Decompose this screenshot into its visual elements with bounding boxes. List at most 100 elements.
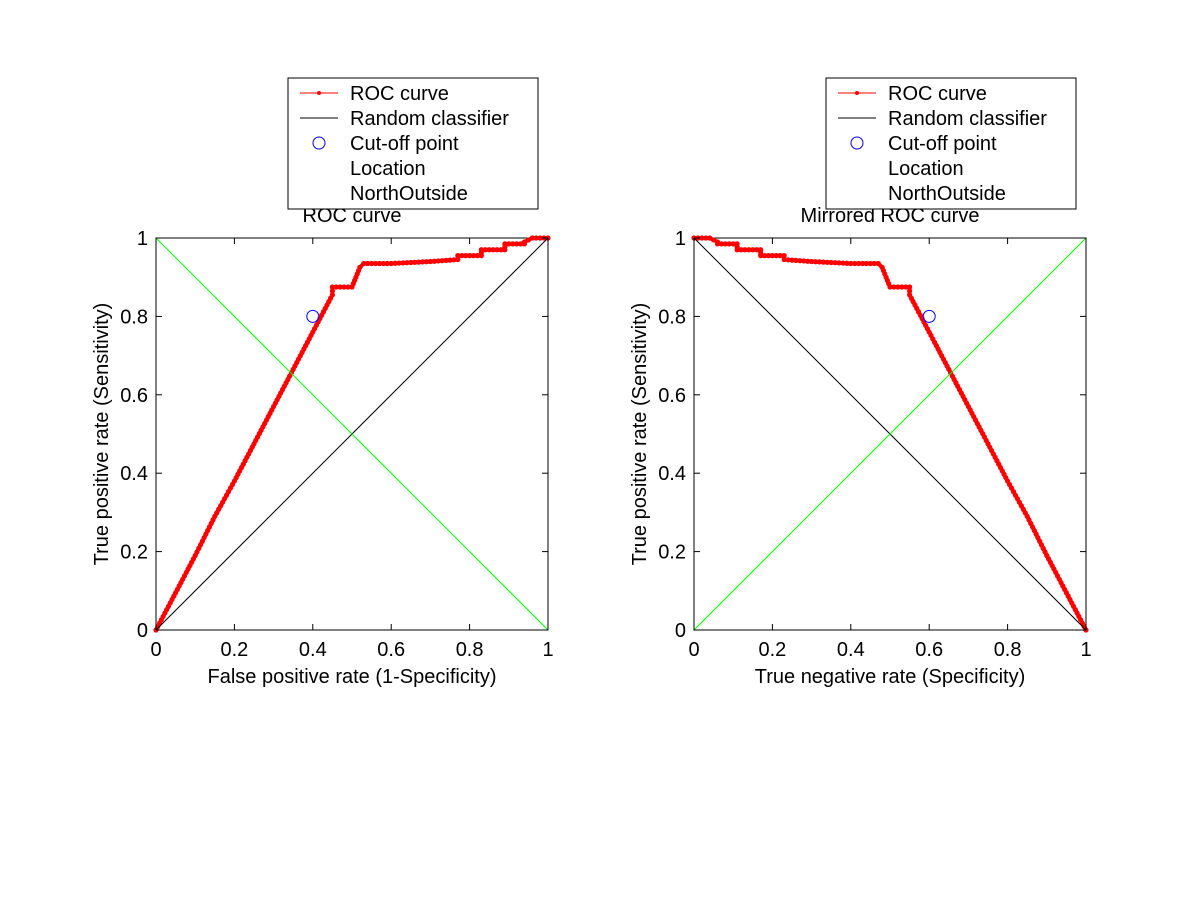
roc-curve-point [769, 253, 776, 259]
roc-curve-point [435, 258, 441, 264]
legend-entry: ROC curve [888, 83, 987, 105]
series-layer [691, 235, 1089, 633]
roc-curve-point [863, 260, 870, 267]
roc-curve-point [333, 284, 339, 290]
y-tick-label: 0 [675, 620, 686, 642]
roc-curve-point [773, 253, 779, 259]
roc-curve-point [758, 247, 764, 253]
roc-curve-point [525, 237, 532, 243]
chart-title: ROC curve [303, 205, 402, 227]
roc-curve-point [337, 284, 343, 290]
roc-curve-point [809, 258, 815, 265]
roc-curve-point [361, 260, 367, 267]
roc-curve-point [431, 258, 437, 264]
roc-curve-point [388, 260, 394, 267]
roc-curve-point [341, 284, 347, 290]
chart-panel-2: 0 0.2 0.4 0.6 0.8 1 0 0.2 0.4 0.6 0.8 1 True negativ… [629, 77, 1092, 688]
legend-entry: NorthOutside [888, 183, 1006, 205]
legend-swatch-cutoff [312, 136, 326, 150]
roc-curve-point [329, 288, 335, 294]
roc-curve-point [498, 247, 504, 253]
roc-curve-point [443, 257, 449, 263]
roc-curve-point [711, 237, 717, 243]
roc-curve-point [816, 259, 823, 265]
roc-curve-point [514, 241, 520, 247]
roc-curve-point [517, 241, 524, 247]
legend: ROC curve Random classifier Cut-off point L… [825, 77, 1077, 210]
x-tick-label: 0.6 [915, 639, 943, 661]
roc-curve-point [392, 260, 398, 266]
roc-curve-point [714, 239, 721, 245]
roc-curve-point [427, 258, 433, 265]
roc-curve-point [718, 241, 725, 247]
y-tick-label: 0.2 [120, 542, 148, 564]
roc-curve-point [369, 260, 375, 267]
roc-curve-point [907, 284, 913, 290]
roc-curve-point [537, 235, 543, 241]
roc-curve-point [734, 241, 740, 247]
legend-swatch-roc-marker [855, 91, 859, 95]
roc-curve-point [365, 260, 371, 267]
y-tick-label: 0.8 [658, 306, 686, 328]
y-tick-label: 1 [137, 228, 148, 250]
legend-entry: ROC curve [350, 83, 449, 105]
y-tick-label: 0 [137, 620, 148, 642]
roc-curve-point [848, 260, 854, 267]
roc-curve-point [707, 235, 713, 241]
x-tick-label: 0.2 [758, 639, 786, 661]
roc-curve-point [832, 260, 838, 266]
legend-box [287, 77, 539, 210]
roc-curve-point [761, 253, 768, 259]
roc-curve-point [746, 247, 752, 253]
roc-curve-point [781, 253, 787, 259]
x-tick-label: 0.8 [994, 639, 1022, 661]
roc-curve-point [781, 256, 787, 263]
roc-curve-point [899, 284, 905, 290]
legend-entry: Location [888, 158, 964, 180]
legend-swatch-roc-marker [317, 91, 321, 95]
roc-curve-point [529, 235, 535, 241]
roc-curve-point [502, 241, 508, 247]
x-tick-label: 0 [688, 639, 699, 661]
legend-entry: Cut-off point [350, 133, 459, 155]
roc-curve-point [416, 259, 422, 265]
roc-curve-point [451, 257, 457, 263]
y-axis-label: True positive rate (Sensitivity) [629, 303, 651, 566]
roc-curve-point [486, 247, 492, 253]
roc-curve-point [805, 258, 811, 264]
legend-entry: Location [350, 158, 426, 180]
diagonal-line [693, 237, 1087, 631]
roc-curve-point [380, 260, 386, 267]
roc-curve-point [459, 253, 465, 259]
roc-curve-point [467, 253, 473, 259]
legend: ROC curve Random classifier Cut-off point L… [287, 77, 539, 210]
roc-curve-point [423, 259, 430, 265]
roc-curve-point [521, 239, 528, 245]
roc-curve-point [750, 247, 756, 253]
legend-entry: NorthOutside [350, 183, 468, 205]
roc-curve-point [510, 241, 516, 247]
y-axis-label: True positive rate (Sensitivity) [91, 303, 113, 566]
roc-curve-point [836, 260, 842, 266]
roc-curve-point [907, 292, 913, 298]
roc-curve-point [703, 235, 709, 241]
roc-curve-point [470, 253, 477, 259]
chart-title: Mirrored ROC curve [801, 205, 980, 227]
roc-curve-point [372, 260, 379, 267]
roc-curve-point [859, 260, 866, 267]
y-tick-label: 0.8 [120, 306, 148, 328]
roc-curve-point [478, 247, 484, 253]
roc-curve-point [812, 259, 819, 265]
legend-entry: Random classifier [888, 108, 1047, 130]
y-tick-label: 0.4 [658, 463, 686, 485]
legend-entry: Random classifier [350, 108, 509, 130]
roc-curve-point [329, 284, 335, 290]
x-axis-label: True negative rate (Specificity) [755, 666, 1025, 688]
roc-curve-point [856, 260, 862, 267]
roc-curve-point [384, 260, 390, 267]
legend-swatch-cutoff [850, 136, 864, 150]
x-tick-label: 1 [542, 639, 553, 661]
roc-curve-point [840, 260, 846, 266]
y-tick-label: 0.6 [120, 385, 148, 407]
